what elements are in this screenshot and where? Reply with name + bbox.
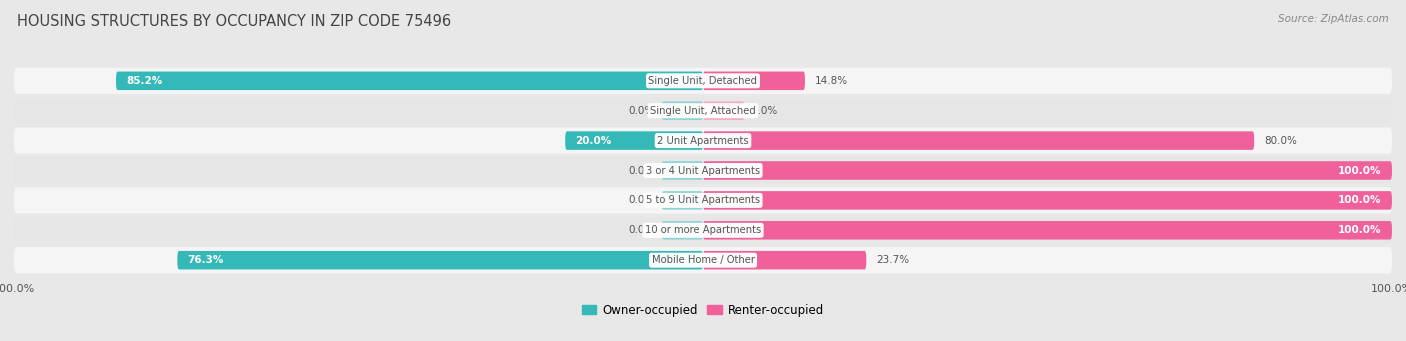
Text: Mobile Home / Other: Mobile Home / Other (651, 255, 755, 265)
FancyBboxPatch shape (703, 72, 806, 90)
Text: 2 Unit Apartments: 2 Unit Apartments (657, 136, 749, 146)
Text: 100.0%: 100.0% (1339, 195, 1382, 205)
Text: 23.7%: 23.7% (876, 255, 910, 265)
Text: Single Unit, Attached: Single Unit, Attached (650, 106, 756, 116)
Text: 76.3%: 76.3% (187, 255, 224, 265)
FancyBboxPatch shape (703, 131, 1254, 150)
Text: 10 or more Apartments: 10 or more Apartments (645, 225, 761, 235)
Legend: Owner-occupied, Renter-occupied: Owner-occupied, Renter-occupied (578, 299, 828, 322)
FancyBboxPatch shape (177, 251, 703, 269)
FancyBboxPatch shape (703, 101, 744, 120)
FancyBboxPatch shape (703, 191, 1392, 210)
Text: Source: ZipAtlas.com: Source: ZipAtlas.com (1278, 14, 1389, 24)
Text: 0.0%: 0.0% (628, 225, 655, 235)
FancyBboxPatch shape (703, 251, 866, 269)
Text: Single Unit, Detached: Single Unit, Detached (648, 76, 758, 86)
Text: HOUSING STRUCTURES BY OCCUPANCY IN ZIP CODE 75496: HOUSING STRUCTURES BY OCCUPANCY IN ZIP C… (17, 14, 451, 29)
FancyBboxPatch shape (14, 157, 1392, 184)
Text: 100.0%: 100.0% (1339, 165, 1382, 176)
FancyBboxPatch shape (662, 101, 703, 120)
FancyBboxPatch shape (117, 72, 703, 90)
FancyBboxPatch shape (703, 161, 1392, 180)
FancyBboxPatch shape (14, 217, 1392, 243)
FancyBboxPatch shape (14, 187, 1392, 213)
Text: 80.0%: 80.0% (1264, 136, 1298, 146)
Text: 5 to 9 Unit Apartments: 5 to 9 Unit Apartments (645, 195, 761, 205)
Text: 14.8%: 14.8% (815, 76, 848, 86)
FancyBboxPatch shape (662, 191, 703, 210)
FancyBboxPatch shape (662, 221, 703, 240)
Text: 20.0%: 20.0% (575, 136, 612, 146)
FancyBboxPatch shape (14, 68, 1392, 94)
Text: 100.0%: 100.0% (1339, 225, 1382, 235)
FancyBboxPatch shape (565, 131, 703, 150)
FancyBboxPatch shape (703, 221, 1392, 240)
FancyBboxPatch shape (662, 161, 703, 180)
FancyBboxPatch shape (14, 128, 1392, 154)
FancyBboxPatch shape (14, 98, 1392, 124)
FancyBboxPatch shape (14, 247, 1392, 273)
Text: 85.2%: 85.2% (127, 76, 163, 86)
Text: 3 or 4 Unit Apartments: 3 or 4 Unit Apartments (645, 165, 761, 176)
Text: 0.0%: 0.0% (628, 106, 655, 116)
Text: 0.0%: 0.0% (628, 165, 655, 176)
Text: 0.0%: 0.0% (628, 195, 655, 205)
Text: 0.0%: 0.0% (751, 106, 778, 116)
